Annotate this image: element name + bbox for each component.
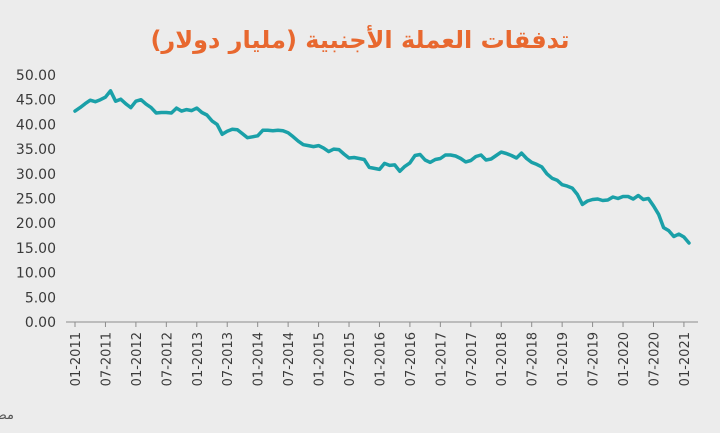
y-tick-label: 40.00 xyxy=(16,117,56,133)
x-tick-label: 01-2014 xyxy=(252,332,267,386)
x-axis-ticks: 01-2011 07-2011 01-2012 07-2012 01-2013 07-20… xyxy=(69,322,693,386)
x-tick-label: 07-2018 xyxy=(526,332,541,386)
x-tick-label: 01-2018 xyxy=(495,332,510,386)
x-tick-label: 01-2021 xyxy=(678,332,693,386)
x-tick-label: 07-2016 xyxy=(404,332,419,386)
x-tick-label: 07-2013 xyxy=(221,332,236,386)
x-tick-label: 01-2011 xyxy=(69,332,84,386)
y-tick-label: 50.00 xyxy=(16,68,56,84)
x-tick-label: 01-2019 xyxy=(556,332,571,386)
source-note: مصدر: مصرف لبنان xyxy=(0,408,14,423)
y-tick-label: 45.00 xyxy=(16,93,56,109)
y-tick-label: 35.00 xyxy=(16,142,56,158)
x-tick-label: 07-2017 xyxy=(465,332,480,386)
x-tick-label: 07-2011 xyxy=(99,332,114,386)
x-tick-label: 01-2013 xyxy=(191,332,206,386)
y-tick-label: 20.00 xyxy=(16,216,56,232)
chart-title: تدفقات العملة الأجنبية (مليار دولار) xyxy=(150,25,569,54)
y-tick-label: 15.00 xyxy=(16,241,56,257)
y-axis-ticks: 0.00 5.00 10.00 15.00 20.00 25.00 30.00 35.00 40… xyxy=(16,68,56,331)
x-tick-label: 07-2020 xyxy=(647,332,662,386)
x-tick-label: 01-2016 xyxy=(373,332,388,386)
y-tick-label: 5.00 xyxy=(25,290,56,306)
x-tick-label: 01-2020 xyxy=(617,332,632,386)
x-tick-label: 01-2017 xyxy=(434,332,449,386)
x-tick-label: 01-2015 xyxy=(313,332,328,386)
y-tick-label: 25.00 xyxy=(16,192,56,208)
x-tick-label: 07-2015 xyxy=(343,332,358,386)
y-tick-label: 10.00 xyxy=(16,266,56,282)
series-line xyxy=(73,89,691,245)
x-tick-label: 01-2012 xyxy=(130,332,145,386)
x-tick-label: 07-2012 xyxy=(160,332,175,386)
x-tick-label: 07-2014 xyxy=(282,332,297,386)
y-tick-label: 30.00 xyxy=(16,167,56,183)
y-tick-label: 0.00 xyxy=(25,315,56,331)
x-tick-label: 07-2019 xyxy=(587,332,602,386)
